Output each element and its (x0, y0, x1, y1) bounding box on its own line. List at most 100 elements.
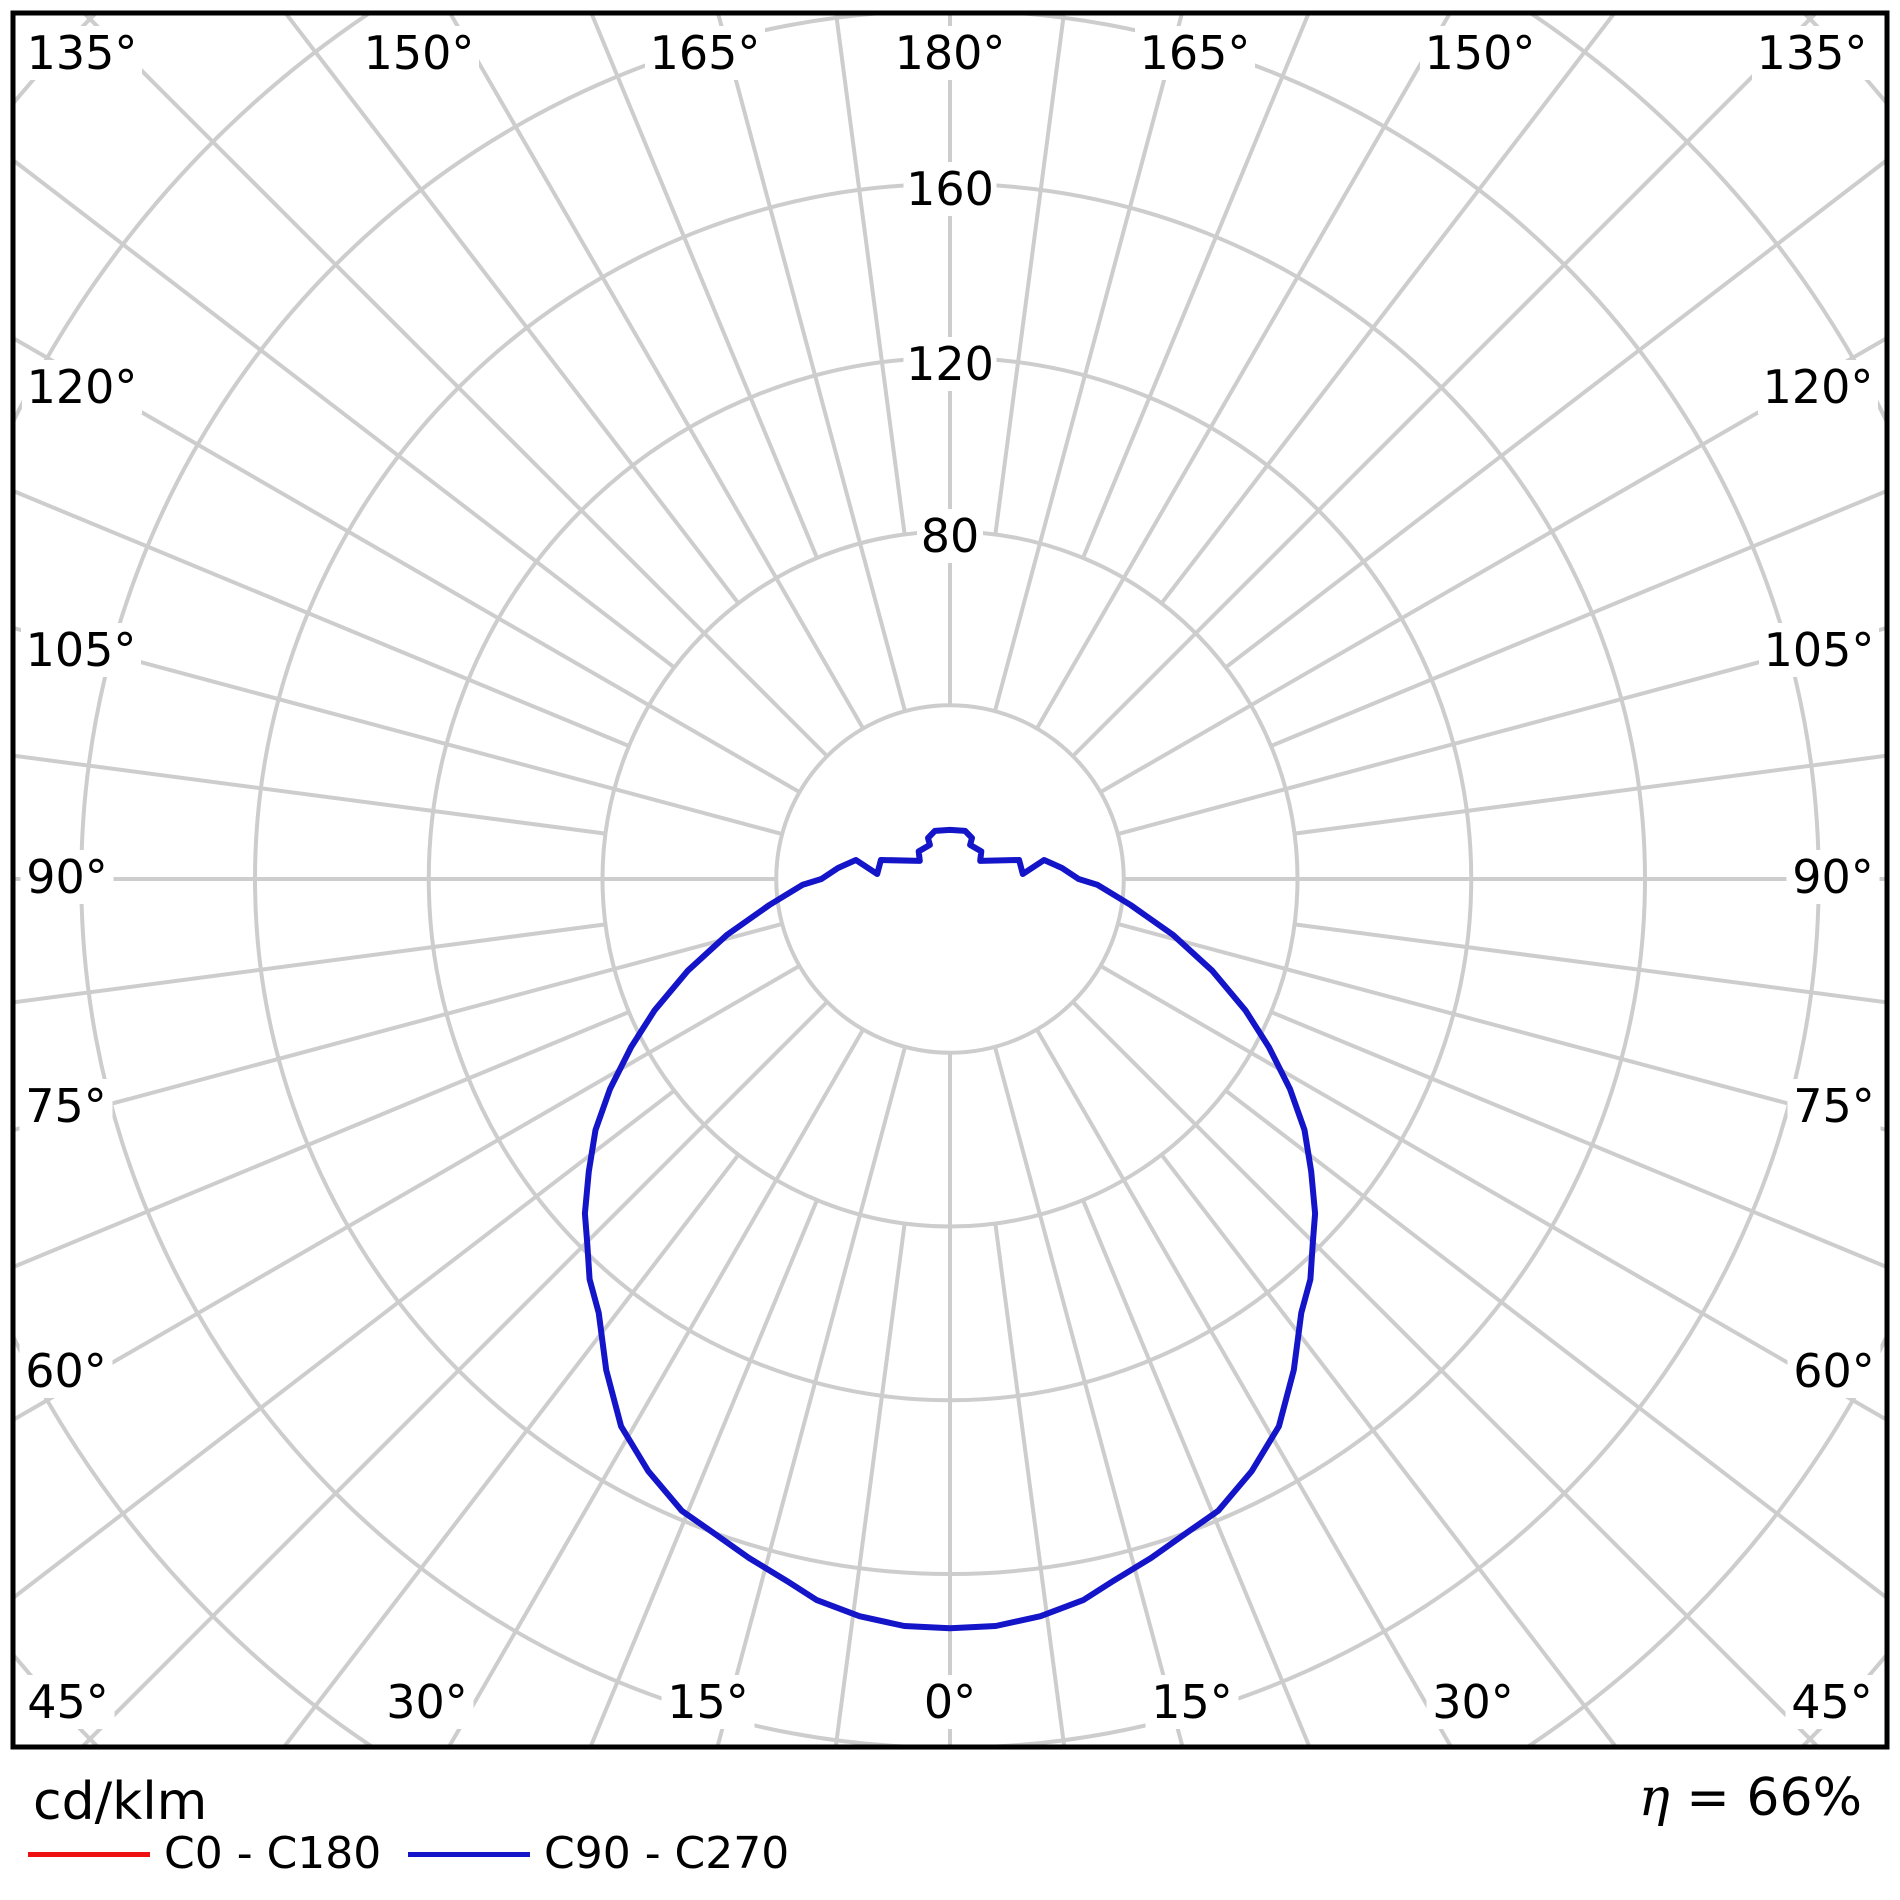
angle-label-right-0-bg (1758, 360, 1878, 414)
grid-spoke-232.5 (15, 159, 676, 670)
grid-spoke-135 (1071, 15, 1817, 758)
angle-label-bottom-2-bg (661, 1675, 755, 1729)
grid-spoke-315 (81, 1000, 829, 1745)
angle-label-top-5: 150° (1425, 26, 1536, 80)
units-label: cd/klm (33, 1772, 208, 1832)
angle-label-bottom-1: 30° (386, 1675, 468, 1729)
curve-c90-c270 (581, 826, 1319, 1632)
angle-label-left-3: 75° (25, 1079, 107, 1133)
angle-label-top-6-bg (1752, 26, 1872, 80)
angle-label-bottom-4: 15° (1151, 1675, 1233, 1729)
grid-spoke-165 (993, 15, 1184, 712)
angle-label-top-5-bg (1420, 26, 1540, 80)
grid-spoke-322.5 (282, 1153, 741, 1745)
grid-spoke-202.5 (589, 15, 819, 559)
angle-label-left-2: 90° (26, 850, 108, 904)
grid-spoke-60 (1099, 964, 1885, 1422)
grid-spoke-172.5 (993, 15, 1066, 535)
grid-spoke-307.5 (15, 1088, 676, 1599)
grid-spoke-292.5 (15, 1010, 630, 1269)
angle-label-left-4: 60° (25, 1344, 107, 1398)
angle-label-top-6: 135° (1757, 26, 1868, 80)
grid-spoke-330 (447, 1028, 865, 1745)
grid-spoke-225 (83, 15, 829, 758)
angle-label-right-4: 60° (1793, 1344, 1875, 1398)
angle-label-bottom-6: 45° (1791, 1675, 1873, 1729)
legend-swatch-red-line (28, 1851, 150, 1857)
angle-label-top-4-bg (1135, 26, 1255, 80)
grid-spoke-37.5 (1159, 1153, 1618, 1745)
angle-label-bottom-0: 45° (27, 1675, 109, 1729)
angle-label-left-3-bg (19, 1079, 113, 1133)
angle-label-left-1: 105° (26, 623, 137, 677)
grid-spoke-30 (1035, 1028, 1453, 1745)
grid-spoke-300 (15, 964, 801, 1422)
angle-label-bottom-5-bg (1426, 1675, 1520, 1729)
legend: C0 - C180 C90 - C270 (0, 1826, 1900, 1886)
legend-item-c0-c180: C0 - C180 (28, 1826, 381, 1882)
angle-label-right-3-bg (1787, 1079, 1881, 1133)
angle-label-right-4-bg (1787, 1344, 1881, 1398)
grid-spoke-285 (15, 922, 783, 1132)
grid-spoke-45 (1071, 1000, 1819, 1745)
angle-label-bottom-6-bg (1785, 1675, 1879, 1729)
angle-label-top-2: 165° (650, 26, 761, 80)
angle-label-bottom-3-bg (917, 1675, 983, 1729)
angle-label-top-2-bg (645, 26, 765, 80)
angle-label-top-1-bg (359, 26, 479, 80)
grid-spoke-15 (993, 1046, 1185, 1745)
grid-spoke-7.5 (993, 1223, 1067, 1745)
angle-label-bottom-1-bg (380, 1675, 474, 1729)
grid-spoke-240 (15, 336, 801, 794)
grid-spoke-262.5 (15, 753, 606, 836)
grid-spoke-277.5 (15, 922, 606, 1005)
grid-spoke-352.5 (833, 1223, 907, 1745)
grid-spoke-82.5 (1294, 922, 1885, 1005)
grid-spoke-195 (716, 15, 907, 712)
angle-label-right-2: 90° (1792, 850, 1874, 904)
grid-spoke-150 (1035, 15, 1452, 730)
grid-spoke-337.5 (589, 1199, 819, 1745)
angle-label-top-1: 150° (364, 26, 475, 80)
angle-label-bottom-0-bg (21, 1675, 115, 1729)
angle-label-top-0: 135° (27, 26, 138, 80)
grid-spoke-52.5 (1224, 1088, 1885, 1599)
grid-spoke-97.5 (1294, 753, 1885, 836)
angle-label-right-3: 75° (1793, 1079, 1875, 1133)
grid-spoke-75 (1117, 922, 1885, 1132)
angle-label-right-1-bg (1759, 623, 1879, 677)
radial-tick-label-2-bg (917, 509, 983, 563)
legend-swatch-blue-line (408, 1851, 530, 1857)
angle-label-right-1: 105° (1764, 623, 1875, 677)
legend-label: C90 - C270 (544, 1828, 790, 1879)
angle-label-right-2-bg (1786, 850, 1880, 904)
grid-spoke-217.5 (284, 15, 741, 605)
grid-spoke-255 (15, 626, 783, 836)
angle-label-top-4: 165° (1140, 26, 1251, 80)
grid-spoke-112.5 (1270, 489, 1885, 748)
grid-spoke-22.5 (1081, 1199, 1311, 1745)
grid-spoke-210 (448, 15, 865, 730)
grid-spoke-120 (1099, 336, 1885, 794)
radial-tick-label-1-bg (903, 337, 997, 391)
grid-spoke-187.5 (834, 15, 907, 535)
grid-spoke-247.5 (15, 489, 630, 748)
angle-label-bottom-3: 0° (924, 1675, 976, 1729)
grid-spoke-157.5 (1081, 15, 1311, 559)
legend-label: C0 - C180 (164, 1828, 382, 1879)
angle-label-left-4-bg (19, 1344, 113, 1398)
angle-label-top-0-bg (22, 26, 142, 80)
angle-label-top-3: 180° (895, 26, 1006, 80)
radial-tick-label-1: 120 (906, 337, 994, 391)
angle-label-right-0: 120° (1763, 360, 1874, 414)
angle-label-left-0-bg (22, 360, 142, 414)
plot-frame (10, 10, 1890, 1750)
grid-spoke-105 (1117, 626, 1885, 836)
efficiency-label: η = 66% (1638, 1768, 1862, 1828)
angle-label-left-0: 120° (27, 360, 138, 414)
angle-label-left-2-bg (20, 850, 114, 904)
legend-item-c90-c270: C90 - C270 (408, 1826, 789, 1882)
radial-tick-label-2: 80 (921, 509, 980, 563)
